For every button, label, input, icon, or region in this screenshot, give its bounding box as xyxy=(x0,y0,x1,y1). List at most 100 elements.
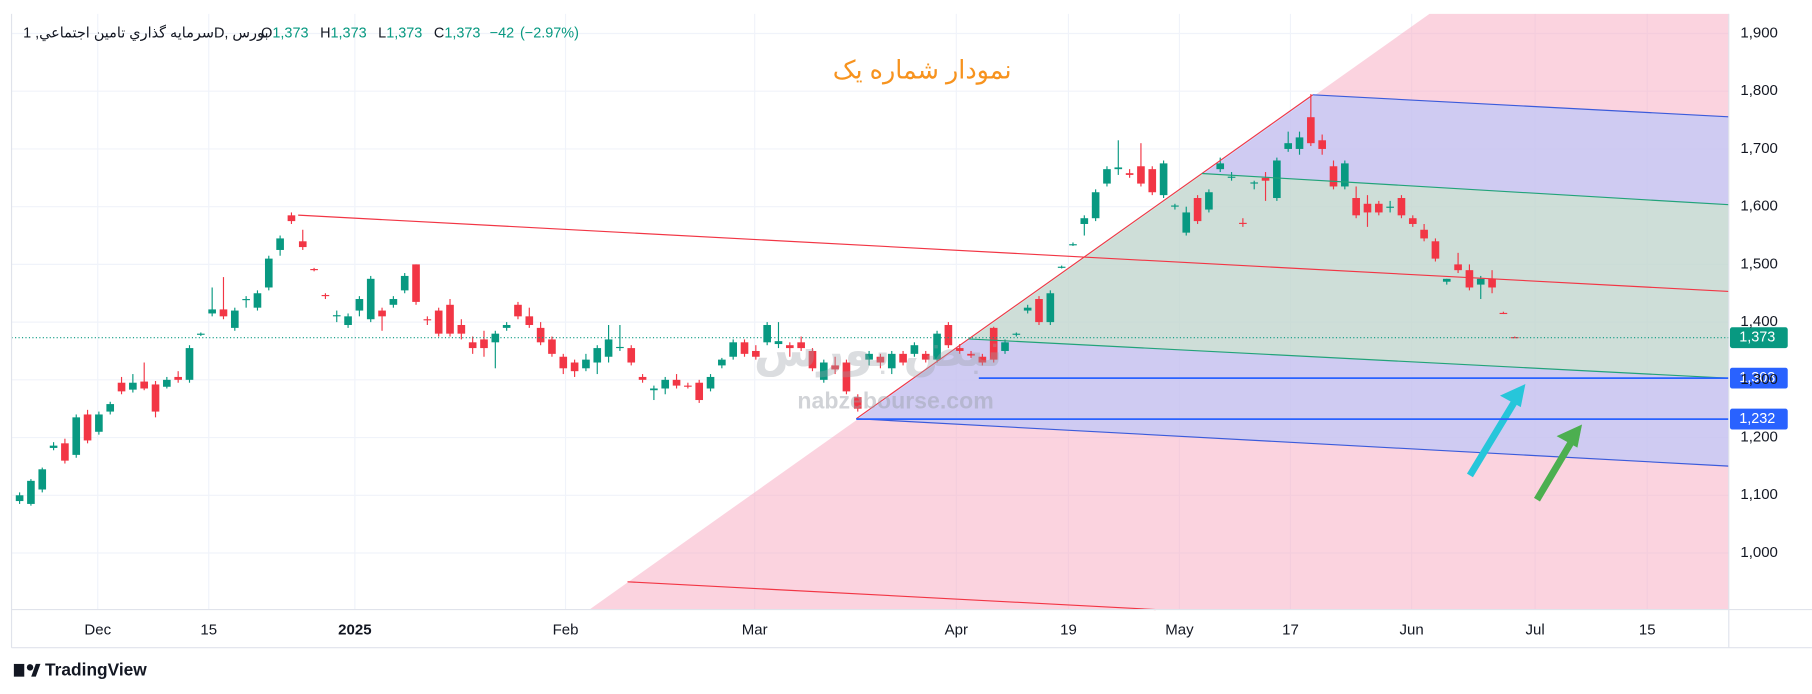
candle-body xyxy=(1205,192,1213,210)
candle-body xyxy=(819,362,828,380)
y-tick-label: 1,600 xyxy=(1740,198,1778,215)
candle-body xyxy=(1159,163,1168,196)
candle-body xyxy=(15,495,24,502)
candle-body xyxy=(1137,166,1145,184)
candle-body xyxy=(1023,307,1032,311)
candle-body xyxy=(797,342,805,349)
candle-body xyxy=(276,238,284,250)
x-tick-label: May xyxy=(1165,621,1194,638)
legend-value: 1,373 xyxy=(444,25,480,41)
candle-body xyxy=(616,346,624,349)
candle-body xyxy=(672,379,681,386)
price-label: 1,232 xyxy=(1739,411,1775,427)
candle-body xyxy=(1114,167,1123,170)
axes: 1,000 1,100 1,200 1,300 1,400 1,500 1,600 1,700… xyxy=(84,24,1778,638)
arrow xyxy=(1533,437,1576,502)
candle-body xyxy=(378,310,386,317)
chart-title: نمودار شماره یک xyxy=(833,56,1012,85)
blue-zone xyxy=(856,338,1729,467)
candle-body xyxy=(1284,143,1293,149)
candle-body xyxy=(1250,182,1259,184)
channel-line xyxy=(1312,94,1729,118)
candle-body xyxy=(1239,222,1247,224)
candle-body xyxy=(1012,333,1021,335)
candle-body xyxy=(989,327,998,360)
candle-body xyxy=(1216,163,1225,170)
candle-body xyxy=(1420,229,1428,239)
channel-line xyxy=(856,418,1729,467)
candle-body xyxy=(1499,312,1508,315)
candle-body xyxy=(933,333,941,360)
candle-body xyxy=(548,339,556,354)
x-tick-label: Feb xyxy=(553,621,579,638)
candle-body xyxy=(831,365,839,370)
candle-body xyxy=(83,414,92,441)
candle-body xyxy=(1476,278,1485,285)
candle-body xyxy=(1091,192,1100,219)
candle-body xyxy=(1397,198,1406,216)
candle-body xyxy=(638,376,647,380)
candle-body xyxy=(140,381,149,389)
candle-body xyxy=(1431,241,1440,259)
candle-body xyxy=(174,376,182,380)
candle-body xyxy=(1352,198,1360,216)
channel-line xyxy=(1201,172,1729,206)
candle-body xyxy=(1488,278,1496,288)
x-tick-label: Mar xyxy=(742,621,768,638)
candle-body xyxy=(400,275,409,291)
candle-body xyxy=(978,356,987,363)
candle-body xyxy=(865,353,873,360)
candle-body xyxy=(570,362,579,372)
candle-body xyxy=(1408,218,1417,224)
candle-body xyxy=(468,342,477,349)
candle-body xyxy=(1363,203,1372,213)
legend-value: 1,373 xyxy=(331,25,367,41)
candle-body xyxy=(389,299,398,305)
legend-key: H xyxy=(320,25,330,41)
candle-body xyxy=(321,294,330,297)
x-tick-label: Apr xyxy=(945,621,968,638)
candle-body xyxy=(27,480,35,504)
candle-body xyxy=(72,417,81,455)
x-tick-label: 15 xyxy=(200,621,217,638)
trend-line xyxy=(298,214,1729,293)
candle-body xyxy=(366,278,375,320)
candle-body xyxy=(197,333,205,335)
candle-body xyxy=(1307,117,1315,144)
candle-body xyxy=(582,359,590,369)
candle-body xyxy=(1273,160,1281,199)
candle-body xyxy=(344,316,352,325)
candle-body xyxy=(808,350,817,369)
y-tick-label: 1,200 xyxy=(1740,429,1778,446)
candle-body xyxy=(61,443,69,461)
candle-body xyxy=(684,385,692,387)
candle-body xyxy=(718,359,726,366)
candle-body xyxy=(627,348,636,363)
x-tick-label: Jul xyxy=(1526,621,1545,638)
candle-body xyxy=(1510,337,1519,339)
candle-body xyxy=(38,469,47,490)
legend-key: L xyxy=(378,25,386,41)
ohlc-legend: O1,373 H1,373 L1,373 C1,373 −42 (−2.97%) xyxy=(261,25,579,41)
candle-body xyxy=(695,382,704,401)
candle-body xyxy=(536,327,545,343)
candle-body xyxy=(185,348,194,380)
candle-body xyxy=(1057,266,1066,268)
candle-body xyxy=(219,309,228,317)
candle-body xyxy=(1318,140,1326,149)
arrow xyxy=(1466,397,1520,478)
candle-body xyxy=(785,345,794,349)
candle-body xyxy=(876,356,885,363)
x-tick-label: Dec xyxy=(84,621,111,638)
candle-body xyxy=(355,299,364,311)
candle-body xyxy=(434,310,443,334)
drawings xyxy=(589,13,1729,610)
candle-body xyxy=(502,324,511,328)
candle-body xyxy=(842,362,851,392)
y-tick-label: 1,400 xyxy=(1740,313,1778,330)
candle-body xyxy=(1069,244,1077,246)
candle-body xyxy=(604,339,613,357)
change-pct: (−2.97%) xyxy=(520,25,579,41)
logo-part xyxy=(31,663,41,677)
candle-body xyxy=(1182,212,1191,233)
